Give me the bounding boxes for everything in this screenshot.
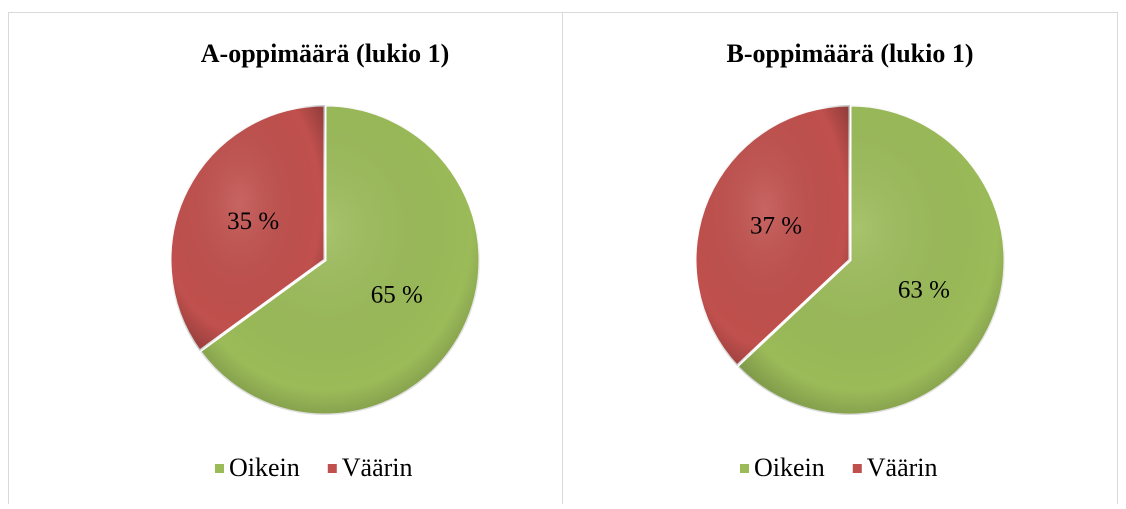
slice-shade [737,105,1005,416]
legend-swatch [852,464,862,473]
slice-shade [169,105,325,352]
slice-shade [695,105,850,367]
panel-frame [562,12,1118,509]
legend-label: Väärin [342,453,413,482]
legend-label: Oikein [754,453,825,482]
chart-title: B-oppimäärä (lukio 1) [726,39,973,68]
data-label: 35 % [227,208,279,235]
legend-swatch [327,464,337,473]
slice-shade [199,105,481,415]
chart-title: A-oppimäärä (lukio 1) [201,39,449,68]
data-label: 37 % [750,213,802,240]
legend-label: Väärin [867,453,938,482]
legend-label: Oikein [229,453,300,482]
legend-swatch [740,464,749,473]
data-label: 65 % [371,281,423,308]
legend-swatch [215,464,224,473]
data-label: 63 % [898,277,950,304]
